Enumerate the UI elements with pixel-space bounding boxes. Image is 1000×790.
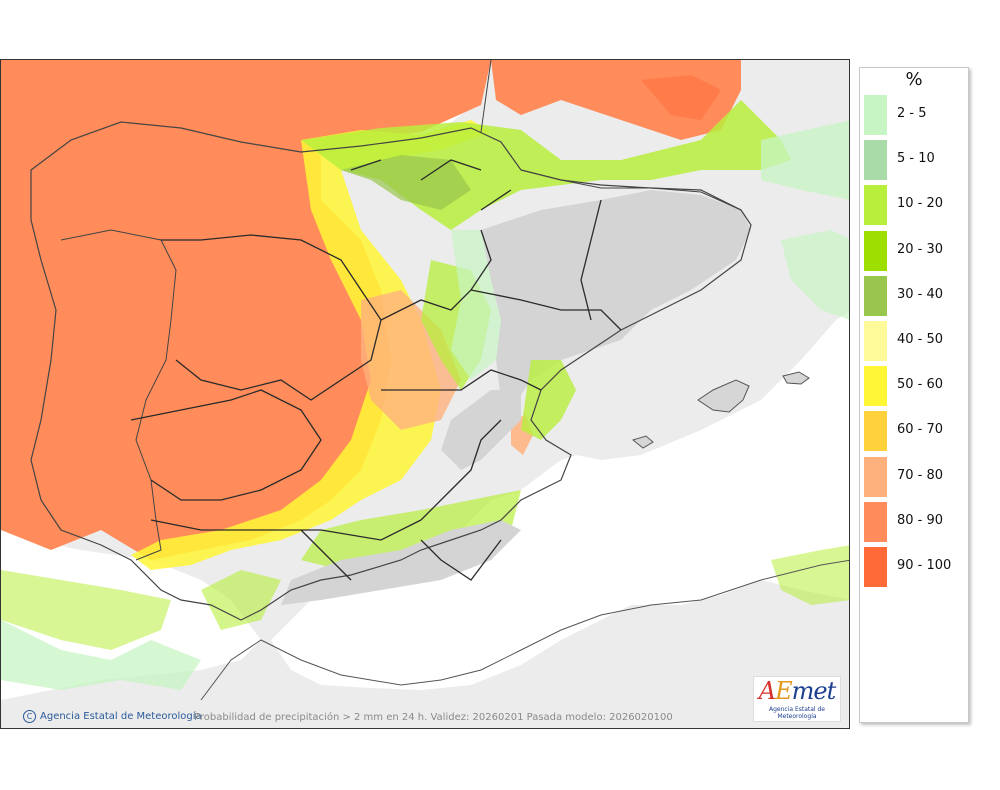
legend-item: 40 - 50	[864, 321, 968, 363]
precip-zone-90-100-north	[641, 75, 721, 120]
dry-zone-central	[441, 390, 521, 470]
aemet-logo-mark: AEmet	[758, 677, 836, 705]
precip-zone-10-20-levante	[521, 360, 576, 440]
legend-label: 50 - 60	[897, 377, 944, 393]
precip-zone-10-20-atlantic	[1, 570, 171, 650]
legend-label: 20 - 30	[897, 241, 944, 257]
legend-item: 60 - 70	[864, 411, 968, 453]
precip-zone-2-5-atlantic	[1, 620, 201, 690]
copyright-icon: C	[23, 710, 36, 723]
legend-label: 40 - 50	[897, 332, 944, 347]
legend-label: 10 - 20	[897, 196, 944, 212]
legend-item: 30 - 40	[864, 275, 968, 318]
precip-zone-10-20-africa	[771, 545, 849, 605]
precip-zone-10-20-south	[301, 490, 521, 570]
precip-zone-2-5-east	[761, 120, 849, 200]
legend-item: 50 - 60	[864, 366, 968, 408]
legend-swatch	[864, 456, 887, 497]
balearic-mallorca	[697, 379, 750, 413]
legend-swatch	[864, 501, 887, 542]
legend-label: 30 - 40	[897, 286, 944, 302]
aemet-logo-subtitle: Agencia Estatal de Meteorología	[768, 706, 825, 720]
legend-unit: %	[905, 69, 923, 90]
precip-zone-2-5-fringe	[451, 230, 501, 380]
peninsula-coastline	[30, 121, 752, 621]
legend-item: 10 - 20	[864, 185, 968, 227]
legend-label: 5 - 10	[897, 151, 935, 167]
legend-label: 70 - 80	[897, 467, 944, 483]
legend-item: 5 - 10	[864, 140, 968, 182]
legend-item: 20 - 30	[864, 230, 968, 273]
legend-item: 80 - 90	[864, 501, 968, 544]
legend-label: 80 - 90	[897, 512, 944, 528]
credit-text: Agencia Estatal de Meteorología	[40, 711, 202, 722]
precip-zone-50-60	[131, 120, 491, 570]
aemet-logo: AEmet Agencia Estatal de Meteorología	[753, 676, 841, 722]
dry-zone-northeast	[481, 190, 751, 410]
portugal-border	[60, 229, 177, 561]
credit-line: C Agencia Estatal de Meteorología	[23, 710, 202, 723]
legend-label: 60 - 70	[897, 422, 944, 438]
africa-coastline	[200, 559, 849, 701]
dry-zone-south	[281, 520, 521, 605]
legend-panel: % 2 - 5 5 - 10 10 - 20 20 - 30 30 - 40 40 - 5…	[859, 67, 969, 723]
legend-swatch	[864, 185, 887, 226]
balearic-ibiza	[631, 435, 654, 449]
legend-swatch	[864, 140, 887, 181]
legend-item: 90 - 100	[864, 547, 968, 589]
precip-zone-2-5-balearic	[781, 230, 849, 320]
legend-label: 2 - 5	[897, 106, 927, 121]
legend-swatch	[864, 547, 887, 587]
regional-borders	[130, 159, 622, 581]
legend-item: 70 - 80	[864, 456, 968, 499]
legend-swatch	[864, 230, 887, 271]
forecast-map: C Agencia Estatal de Meteorología Probab…	[0, 59, 850, 729]
legend-swatch	[864, 275, 887, 316]
mediterranean-sea	[271, 311, 849, 690]
legend-swatch	[864, 411, 887, 452]
precip-zone-10-20-southwest	[201, 570, 281, 630]
legend-item: 2 - 5	[864, 95, 968, 137]
france-border	[480, 60, 742, 211]
map-caption: Probabilidad de precipitación > 2 mm en …	[194, 712, 673, 723]
legend-swatch	[864, 366, 887, 407]
balearic-menorca	[782, 371, 810, 385]
legend-label: 90 - 100	[897, 558, 952, 573]
map-canvas	[1, 60, 849, 728]
legend-swatch	[864, 95, 887, 135]
legend-swatch	[864, 321, 887, 361]
